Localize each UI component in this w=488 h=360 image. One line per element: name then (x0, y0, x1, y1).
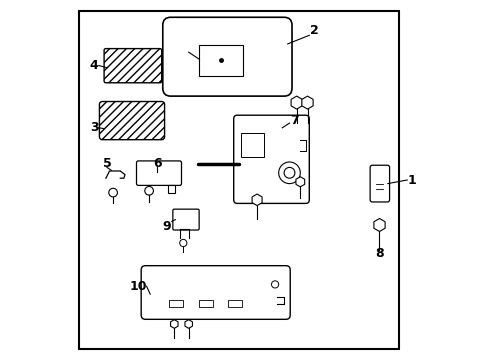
FancyBboxPatch shape (104, 49, 162, 83)
Text: 10: 10 (129, 280, 147, 293)
Circle shape (271, 281, 278, 288)
Bar (199, 45, 242, 76)
Text: 3: 3 (89, 121, 98, 134)
FancyBboxPatch shape (172, 209, 199, 230)
Text: 1: 1 (407, 174, 415, 186)
Bar (79, 11, 399, 349)
Text: 7: 7 (289, 114, 298, 127)
Text: 9: 9 (163, 220, 171, 233)
Bar (199, 300, 213, 307)
Text: 8: 8 (374, 247, 383, 260)
Text: 6: 6 (153, 157, 162, 170)
FancyBboxPatch shape (369, 165, 389, 202)
Circle shape (144, 186, 153, 195)
Circle shape (284, 167, 294, 178)
Text: 2: 2 (310, 24, 319, 37)
FancyBboxPatch shape (163, 17, 291, 96)
Bar (241, 133, 264, 157)
Text: 5: 5 (102, 157, 111, 170)
FancyBboxPatch shape (99, 102, 164, 140)
Circle shape (108, 188, 117, 197)
FancyBboxPatch shape (136, 161, 181, 185)
Bar (228, 300, 242, 307)
Circle shape (179, 239, 186, 247)
FancyBboxPatch shape (233, 115, 309, 203)
Text: 4: 4 (89, 59, 98, 72)
Bar (168, 300, 182, 307)
FancyBboxPatch shape (141, 266, 289, 319)
Circle shape (278, 162, 300, 184)
Polygon shape (106, 171, 125, 178)
Bar (168, 185, 175, 193)
